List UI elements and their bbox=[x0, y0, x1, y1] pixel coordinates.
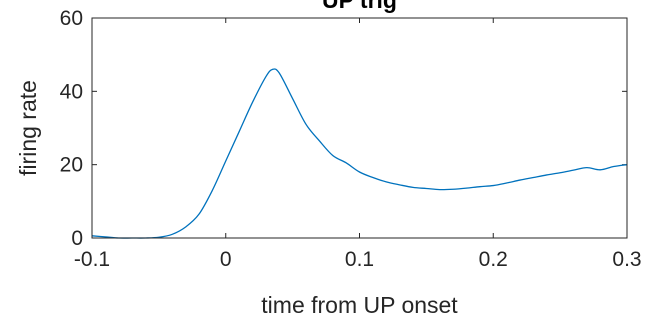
plot-area bbox=[92, 18, 627, 238]
plot-box bbox=[91, 17, 628, 239]
x-tick-label: 0.1 bbox=[345, 248, 374, 271]
series-line bbox=[91, 68, 628, 239]
y-axis-label: firing rate bbox=[15, 80, 41, 176]
x-tick-label: 0.2 bbox=[479, 248, 508, 271]
chart-title: UP trig bbox=[322, 0, 397, 13]
x-tick-label: 0 bbox=[220, 248, 232, 271]
x-tick-label: -0.1 bbox=[74, 248, 110, 271]
y-tick-label: 40 bbox=[60, 80, 83, 103]
y-tick-label: 60 bbox=[60, 7, 83, 30]
x-axis-label: time from UP onset bbox=[261, 292, 458, 318]
y-tick-label: 20 bbox=[60, 154, 83, 177]
x-tick-label: 0.3 bbox=[612, 248, 641, 271]
y-tick-label: 0 bbox=[71, 227, 83, 250]
